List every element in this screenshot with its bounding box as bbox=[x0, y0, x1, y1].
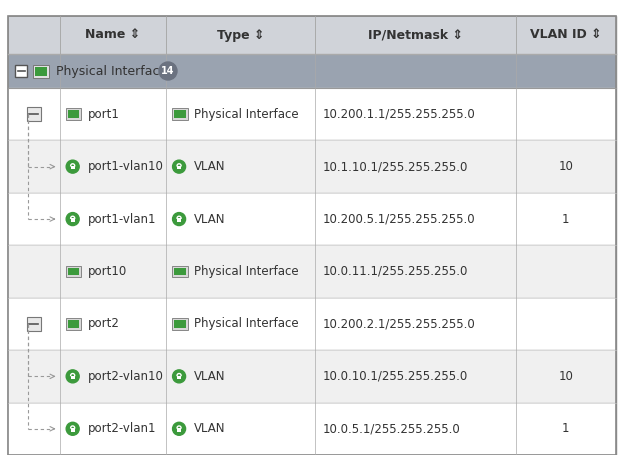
Bar bbox=[8, 245, 616, 298]
Text: 10: 10 bbox=[558, 160, 573, 173]
Bar bbox=[71, 375, 75, 379]
Text: 10.200.5.1/255.255.255.0: 10.200.5.1/255.255.255.0 bbox=[323, 212, 475, 226]
Bar bbox=[60, 16, 166, 54]
Text: port2-vlan1: port2-vlan1 bbox=[88, 422, 156, 435]
Circle shape bbox=[173, 160, 185, 173]
Bar bbox=[174, 110, 186, 118]
Bar bbox=[71, 428, 75, 432]
Text: VLAN: VLAN bbox=[194, 160, 226, 173]
Text: Physical Interface: Physical Interface bbox=[56, 65, 167, 77]
Bar bbox=[8, 193, 616, 245]
Text: Type ⇕: Type ⇕ bbox=[217, 29, 265, 41]
Text: 10.1.10.1/255.255.255.0: 10.1.10.1/255.255.255.0 bbox=[323, 160, 469, 173]
Text: 10: 10 bbox=[558, 370, 573, 383]
Text: port10: port10 bbox=[88, 265, 127, 278]
Bar bbox=[8, 141, 616, 193]
Bar bbox=[177, 428, 181, 432]
Text: 10.0.11.1/255.255.255.0: 10.0.11.1/255.255.255.0 bbox=[323, 265, 469, 278]
Bar bbox=[515, 16, 616, 54]
Bar bbox=[66, 108, 81, 120]
Bar bbox=[68, 320, 79, 328]
Bar bbox=[166, 16, 315, 54]
Text: port1: port1 bbox=[88, 108, 120, 121]
Text: port1-vlan10: port1-vlan10 bbox=[88, 160, 163, 173]
Circle shape bbox=[173, 422, 185, 435]
Text: Name ⇕: Name ⇕ bbox=[85, 29, 140, 41]
Bar bbox=[172, 266, 188, 278]
Circle shape bbox=[66, 422, 79, 435]
Circle shape bbox=[66, 212, 79, 226]
Text: 10.0.10.1/255.255.255.0: 10.0.10.1/255.255.255.0 bbox=[323, 370, 468, 383]
Bar bbox=[66, 318, 81, 330]
Text: VLAN: VLAN bbox=[194, 212, 226, 226]
Circle shape bbox=[66, 160, 79, 173]
Bar bbox=[174, 320, 186, 328]
Circle shape bbox=[66, 370, 79, 383]
Text: VLAN ID ⇕: VLAN ID ⇕ bbox=[530, 29, 602, 41]
Bar bbox=[315, 16, 515, 54]
Circle shape bbox=[173, 370, 185, 383]
Bar bbox=[8, 16, 60, 54]
Text: 10.200.1.1/255.255.255.0: 10.200.1.1/255.255.255.0 bbox=[323, 108, 475, 121]
Bar bbox=[71, 218, 75, 222]
Text: 10.200.2.1/255.255.255.0: 10.200.2.1/255.255.255.0 bbox=[323, 318, 475, 330]
Bar bbox=[8, 403, 616, 455]
Bar bbox=[27, 107, 41, 121]
Text: 10.0.5.1/255.255.255.0: 10.0.5.1/255.255.255.0 bbox=[323, 422, 461, 435]
Circle shape bbox=[159, 62, 177, 80]
Bar bbox=[68, 268, 79, 275]
Bar bbox=[177, 218, 181, 222]
Text: port2-vlan10: port2-vlan10 bbox=[88, 370, 163, 383]
Bar bbox=[8, 350, 616, 403]
Text: Physical Interface: Physical Interface bbox=[194, 108, 299, 121]
Bar bbox=[177, 375, 181, 379]
Bar bbox=[8, 298, 616, 350]
Text: Physical Interface: Physical Interface bbox=[194, 318, 299, 330]
Text: 1: 1 bbox=[562, 422, 570, 435]
Bar bbox=[15, 65, 27, 77]
Bar bbox=[172, 318, 188, 330]
Circle shape bbox=[173, 212, 185, 226]
Bar bbox=[177, 166, 181, 169]
Bar bbox=[35, 66, 47, 76]
Bar bbox=[8, 88, 616, 141]
Bar bbox=[174, 268, 186, 275]
Text: port1-vlan1: port1-vlan1 bbox=[88, 212, 156, 226]
Text: 1: 1 bbox=[562, 212, 570, 226]
Text: 14: 14 bbox=[161, 66, 175, 76]
Text: IP/Netmask ⇕: IP/Netmask ⇕ bbox=[368, 29, 463, 41]
Text: VLAN: VLAN bbox=[194, 370, 226, 383]
Bar bbox=[33, 65, 49, 77]
Bar bbox=[172, 108, 188, 120]
Text: VLAN: VLAN bbox=[194, 422, 226, 435]
Bar bbox=[27, 317, 41, 331]
Bar bbox=[71, 166, 75, 169]
Text: port2: port2 bbox=[88, 318, 120, 330]
Bar bbox=[8, 54, 616, 88]
Bar bbox=[66, 266, 81, 278]
Bar bbox=[68, 110, 79, 118]
Text: Physical Interface: Physical Interface bbox=[194, 265, 299, 278]
